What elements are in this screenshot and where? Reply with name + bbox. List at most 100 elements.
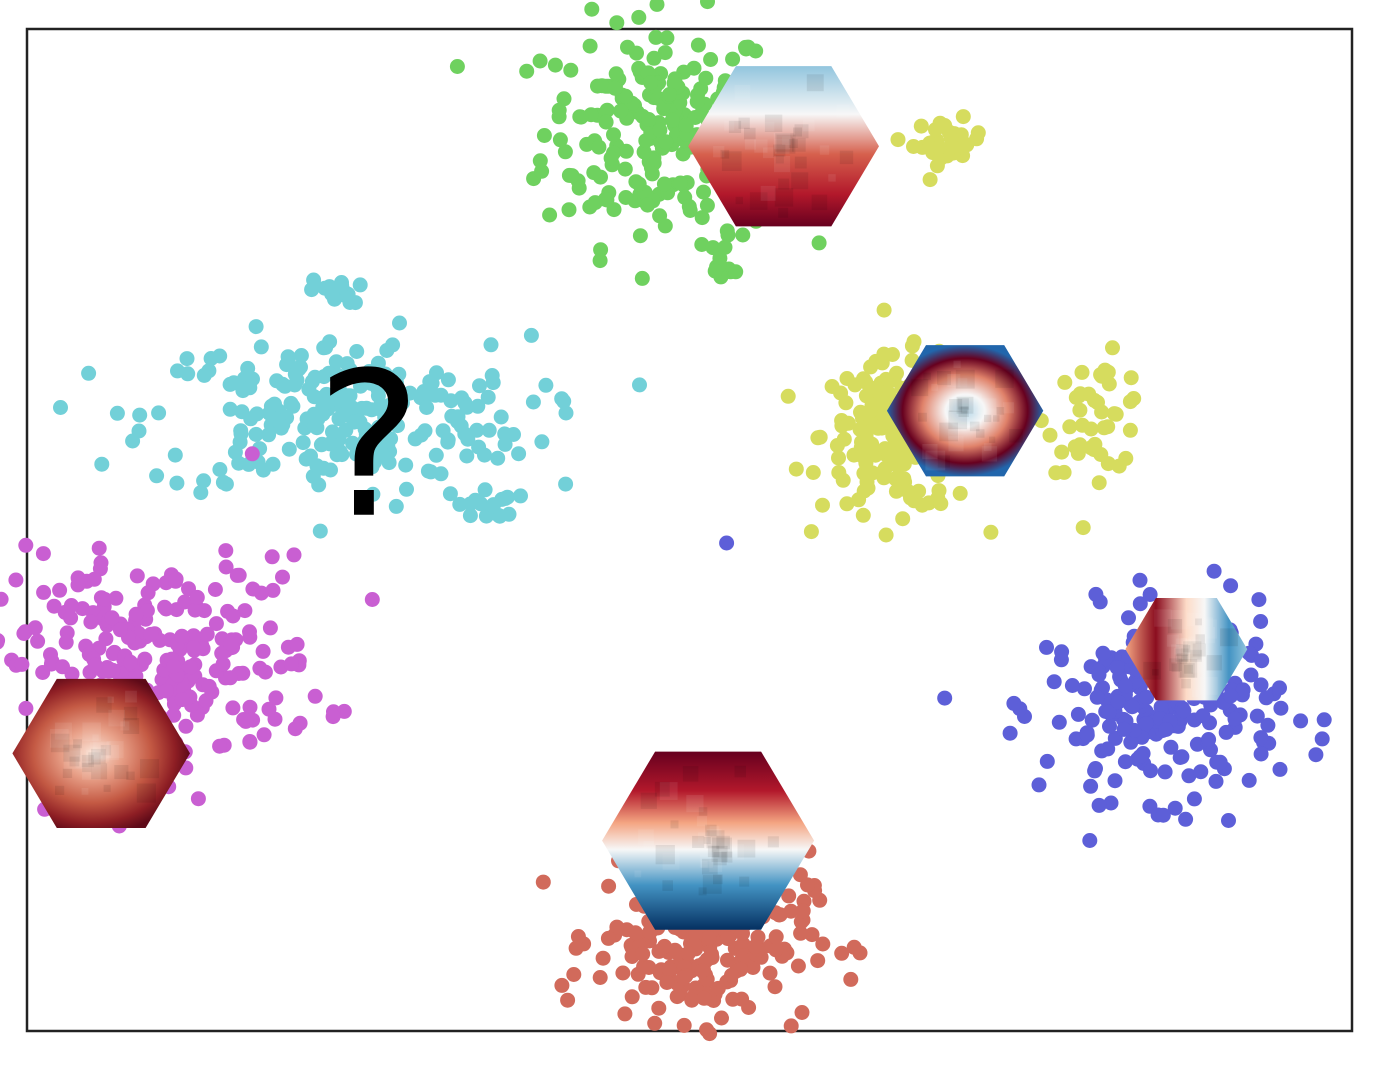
scatter-point <box>659 975 675 990</box>
hexagon-texture <box>1183 641 1202 660</box>
hexagon-texture <box>136 783 156 803</box>
scatter-point <box>1031 777 1047 793</box>
hexagon-texture <box>1166 634 1179 647</box>
scatter-point <box>0 591 9 607</box>
hexagon-texture <box>996 407 1005 415</box>
scatter-point <box>1075 520 1091 536</box>
scatter-point <box>407 431 423 447</box>
hexagon-texture <box>961 393 982 414</box>
scatter-point <box>1101 376 1117 392</box>
scatter-point <box>656 176 672 192</box>
scatter-point <box>180 366 196 382</box>
scatter-point <box>212 462 228 477</box>
scatter-point <box>104 610 120 626</box>
scatter-point <box>398 457 414 473</box>
scatter-point <box>833 385 849 401</box>
scatter-point <box>595 950 611 966</box>
scatter-point <box>876 346 892 362</box>
hexagon-texture <box>700 860 708 868</box>
scatter-point <box>780 388 796 404</box>
scatter-point <box>725 991 741 1007</box>
scatter-point <box>895 511 911 527</box>
hexagon-texture <box>1184 664 1193 674</box>
scatter-point <box>1316 712 1332 728</box>
hexagon-texture <box>55 785 65 795</box>
hexagon-texture <box>948 410 968 430</box>
scatter-point <box>699 197 715 213</box>
scatter-point <box>470 398 486 414</box>
hexagon-texture <box>1197 619 1217 639</box>
scatter-point <box>678 118 694 133</box>
scatter-point <box>236 712 252 727</box>
scatter-point <box>556 393 572 409</box>
scatter-point <box>594 78 610 94</box>
scatter-point <box>627 925 643 941</box>
scatter-point <box>970 125 986 141</box>
hexagon-texture <box>1175 638 1191 654</box>
hexagon-texture <box>724 120 735 131</box>
scatter-point <box>1272 680 1287 696</box>
scatter-point <box>1054 644 1070 660</box>
scatter-point <box>1272 761 1288 777</box>
scatter-point <box>174 628 190 644</box>
hexagon-texture <box>126 771 135 780</box>
scatter-point <box>1155 807 1171 823</box>
scatter-point <box>658 134 674 150</box>
scatter-point <box>212 348 228 364</box>
scatter-point <box>720 227 736 243</box>
scatter-point <box>166 707 182 723</box>
hexagon-texture <box>734 85 751 101</box>
scatter-point <box>222 670 238 686</box>
scatter-point <box>123 654 138 670</box>
scatter-point <box>831 465 847 480</box>
hexagon-texture <box>959 411 968 419</box>
scatter-point <box>1157 764 1173 780</box>
scatter-point <box>307 688 323 704</box>
hexagon-texture <box>931 383 939 391</box>
scatter-point <box>63 598 79 613</box>
scatter-point <box>735 936 751 952</box>
scatter-point <box>306 406 322 422</box>
hexagon-texture <box>1171 644 1189 663</box>
hexagon-texture <box>1189 649 1202 662</box>
scatter-point <box>140 585 156 601</box>
scatter-point <box>1126 391 1142 406</box>
scatter-point <box>829 438 845 453</box>
scatter-point <box>768 929 784 945</box>
hexagon-texture <box>50 729 69 748</box>
scatter-point <box>1132 749 1148 765</box>
scatter-point <box>483 337 499 353</box>
hexagon-texture <box>976 429 985 438</box>
scatter-point <box>631 176 647 192</box>
scatter-point <box>618 88 634 104</box>
scatter-point <box>389 404 405 420</box>
scatter-point <box>615 965 631 981</box>
scatter-point <box>696 990 712 1006</box>
plot-frame <box>25 27 1354 1033</box>
scatter-point <box>1077 681 1092 697</box>
hexagon-texture <box>773 132 791 150</box>
scatter-point <box>598 114 614 130</box>
scatter-point <box>1095 645 1111 661</box>
scatter-point <box>890 132 906 148</box>
scatter-point <box>681 199 697 214</box>
scatter-point <box>158 601 174 617</box>
scatter-point <box>231 567 247 583</box>
hexagon-texture <box>705 824 717 837</box>
scatter-point <box>364 592 380 607</box>
scatter-point <box>490 450 506 466</box>
scatter-point <box>1117 678 1133 694</box>
scatter-point <box>793 925 809 941</box>
scatter-point <box>519 63 535 79</box>
scatter-point <box>551 102 567 118</box>
hexagon-texture <box>738 117 750 129</box>
scatter-point <box>269 412 285 428</box>
scatter-point <box>193 485 209 501</box>
scatter-point <box>1006 695 1022 711</box>
scatter-point <box>102 661 118 677</box>
scatter-point <box>856 434 872 450</box>
hexagon-texture <box>123 718 140 734</box>
hexagon-texture <box>953 360 961 368</box>
scatter-point <box>931 139 947 155</box>
scatter-point <box>428 447 444 463</box>
